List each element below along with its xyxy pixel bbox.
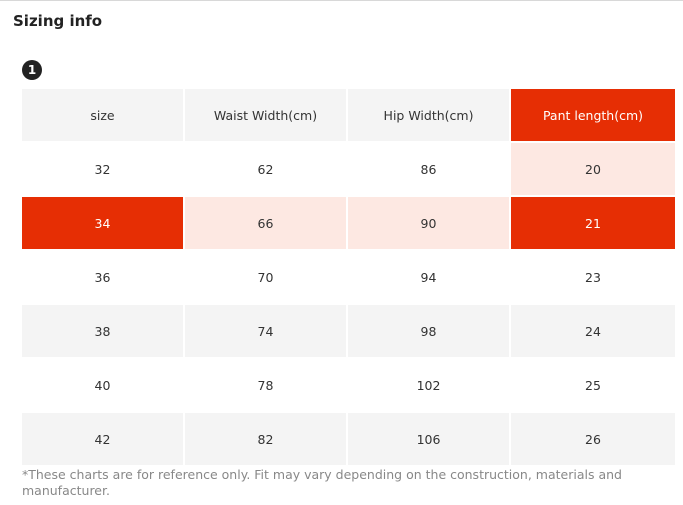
cell-hip-width: 102 bbox=[348, 359, 511, 413]
cell-pant-length: 23 bbox=[511, 251, 675, 305]
header-size: size bbox=[22, 89, 185, 143]
header-waist-width: Waist Width(cm) bbox=[185, 89, 348, 143]
top-divider bbox=[0, 0, 683, 1]
cell-size[interactable]: 38 bbox=[22, 305, 185, 359]
cell-pant-length: 26 bbox=[511, 413, 675, 467]
cell-size[interactable]: 32 bbox=[22, 143, 185, 197]
cell-size[interactable]: 40 bbox=[22, 359, 185, 413]
step-number-badge: 1 bbox=[22, 60, 42, 80]
section-title: Sizing info bbox=[13, 12, 103, 30]
cell-hip-width: 106 bbox=[348, 413, 511, 467]
cell-waist-width: 70 bbox=[185, 251, 348, 305]
cell-waist-width: 82 bbox=[185, 413, 348, 467]
cell-hip-width: 90 bbox=[348, 197, 511, 251]
cell-hip-width: 86 bbox=[348, 143, 511, 197]
cell-pant-length: 24 bbox=[511, 305, 675, 359]
cell-size[interactable]: 42 bbox=[22, 413, 185, 467]
header-hip-width: Hip Width(cm) bbox=[348, 89, 511, 143]
cell-size[interactable]: 36 bbox=[22, 251, 185, 305]
cell-waist-width: 62 bbox=[185, 143, 348, 197]
cell-waist-width: 66 bbox=[185, 197, 348, 251]
disclaimer-footnote: *These charts are for reference only. Fi… bbox=[22, 467, 622, 498]
cell-waist-width: 78 bbox=[185, 359, 348, 413]
size-chart-table: size Waist Width(cm) Hip Width(cm) Pant … bbox=[22, 89, 675, 467]
header-pant-length: Pant length(cm) bbox=[511, 89, 675, 143]
cell-waist-width: 74 bbox=[185, 305, 348, 359]
cell-hip-width: 98 bbox=[348, 305, 511, 359]
cell-hip-width: 94 bbox=[348, 251, 511, 305]
cell-pant-length: 20 bbox=[511, 143, 675, 197]
cell-pant-length: 25 bbox=[511, 359, 675, 413]
cell-size-selected[interactable]: 34 bbox=[22, 197, 185, 251]
cell-pant-length-selected: 21 bbox=[511, 197, 675, 251]
